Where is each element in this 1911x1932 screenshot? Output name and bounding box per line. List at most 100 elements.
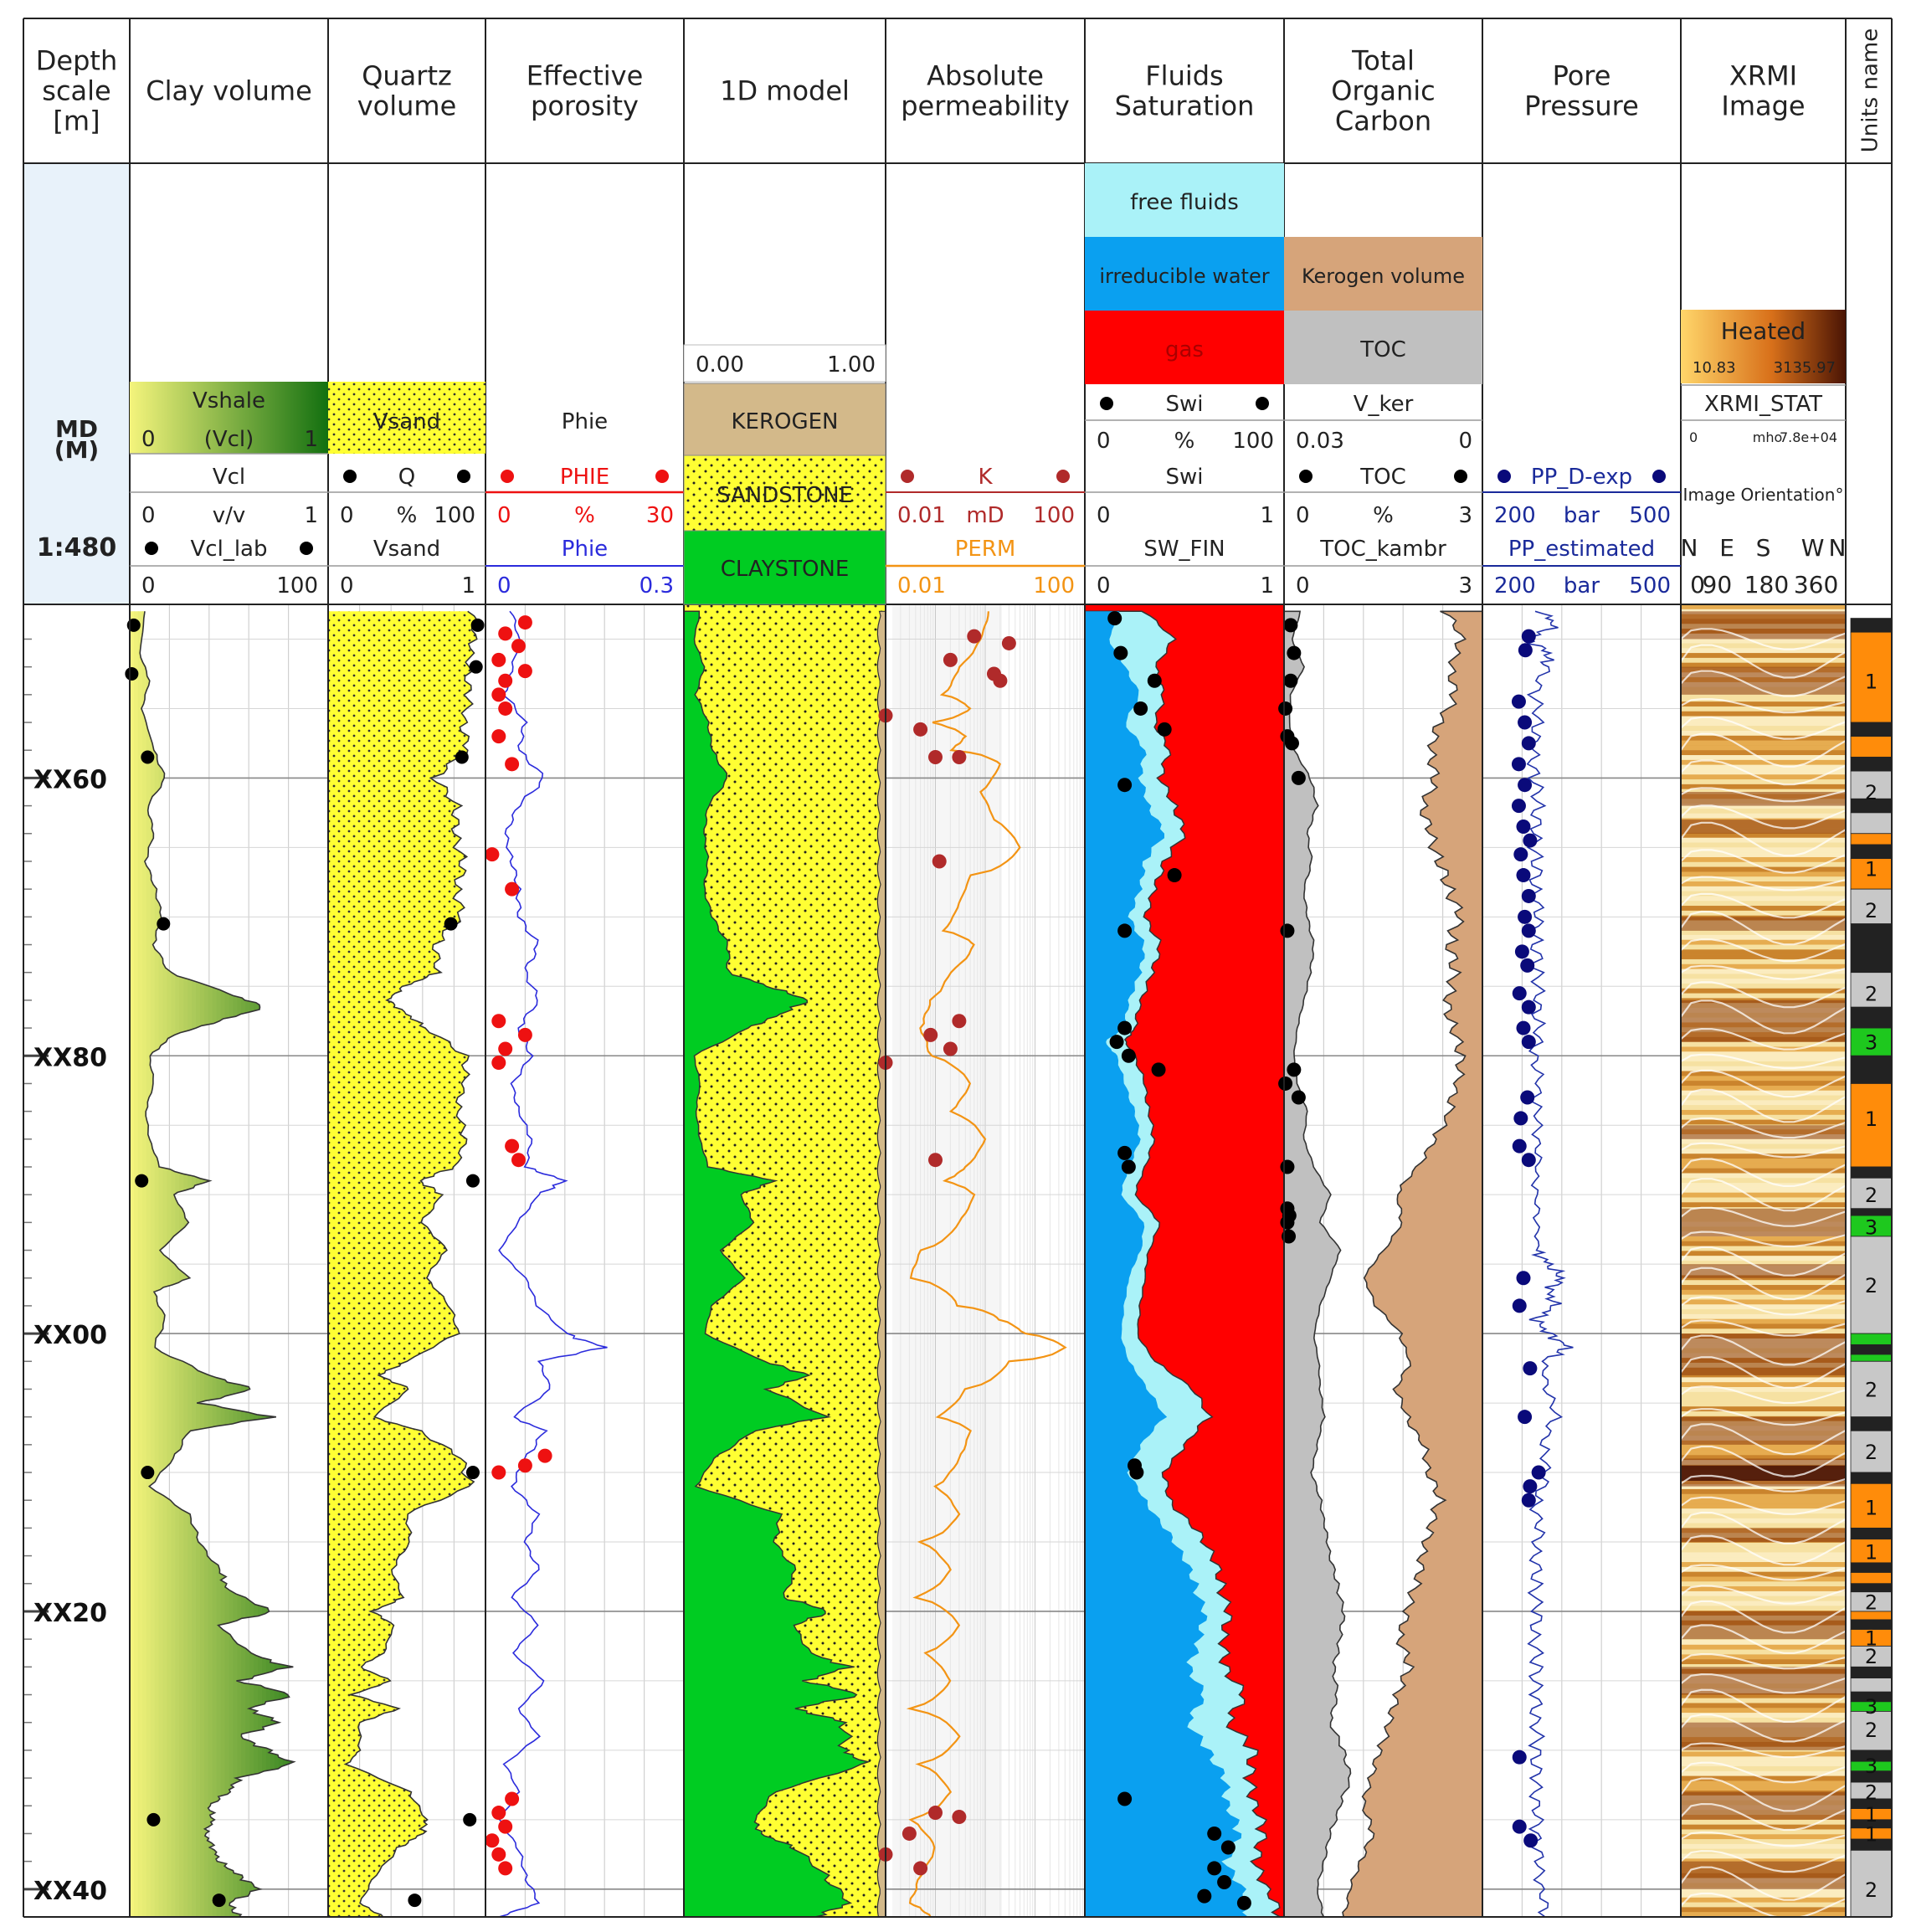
unit-interval xyxy=(1850,844,1893,860)
xrmi-band xyxy=(1681,856,1846,862)
phie-core-point xyxy=(517,615,532,630)
xrmi-band xyxy=(1681,958,1846,964)
legend-marker xyxy=(1299,470,1313,483)
toc-core-point xyxy=(1280,1215,1295,1230)
xrmi-band xyxy=(1681,1562,1846,1568)
perm-core-point xyxy=(928,750,943,765)
toc-core-point xyxy=(1287,645,1302,660)
compass-label: W xyxy=(1801,534,1825,562)
xrmi-sinusoid xyxy=(1681,1069,1846,1098)
header-label: Vshale xyxy=(193,388,265,414)
xrmi-sinusoid xyxy=(1681,644,1846,679)
unit-interval xyxy=(1850,1646,1893,1667)
xrmi-sinusoid xyxy=(1681,1178,1846,1212)
track-title: Depth xyxy=(36,45,117,77)
xrmi-band xyxy=(1681,1304,1846,1310)
xrmi-dark-band xyxy=(1681,1333,1846,1375)
header-label: 0.3 xyxy=(640,573,674,599)
pp-dexp-point xyxy=(1520,1090,1535,1105)
vsand-curve xyxy=(343,610,479,1918)
legend-marker xyxy=(343,470,357,483)
phie-core-point xyxy=(498,1041,513,1056)
unit-label: 1 xyxy=(1865,1626,1878,1650)
track-title: porosity xyxy=(531,90,639,122)
pp-dexp-point xyxy=(1521,923,1536,938)
xrmi-band xyxy=(1681,1601,1846,1606)
header-label: 30 xyxy=(646,503,674,528)
xrmi-dark-band xyxy=(1681,611,1846,640)
compass-label: N xyxy=(1681,534,1698,562)
unit-label: 1 xyxy=(1865,1107,1878,1131)
swi-point xyxy=(1197,1888,1212,1904)
pp-dexp-point xyxy=(1512,1750,1527,1765)
unit-interval xyxy=(1850,770,1893,799)
xrmi-dark-band xyxy=(1681,1465,1846,1481)
header-label: KEROGEN xyxy=(731,409,838,434)
depth-header-bg xyxy=(23,163,130,604)
unit-label: 3 xyxy=(1865,1031,1878,1055)
pp-dexp-point xyxy=(1521,999,1536,1015)
header-label: 0 xyxy=(141,427,156,452)
phie-core-point xyxy=(505,1791,520,1806)
track-bg-depth xyxy=(23,604,130,1917)
depth-tick-label: XX00 xyxy=(33,1321,107,1350)
pp-estimated-curve xyxy=(1525,610,1574,1918)
xrmi-band xyxy=(1681,1834,1846,1840)
xrmi-sinusoid xyxy=(1681,999,1846,1035)
heated-legend xyxy=(1681,310,1846,383)
header-label: 0 xyxy=(497,573,511,599)
compass-label: N xyxy=(1829,534,1847,562)
xrmi-sinusoid xyxy=(1681,1761,1846,1784)
xrmi-sinusoid xyxy=(1681,1158,1846,1188)
xrmi-band xyxy=(1681,1892,1846,1898)
phie-core-point xyxy=(511,1153,526,1168)
pp-dexp-point xyxy=(1512,1298,1527,1313)
xrmi-band xyxy=(1681,804,1846,809)
header-label: V_ker xyxy=(1354,392,1414,417)
phie-core-point xyxy=(498,1819,513,1834)
xrmi-band xyxy=(1681,1061,1846,1066)
xrmi-band xyxy=(1681,1503,1846,1509)
track-title: Fluids xyxy=(1145,60,1223,92)
xrmi-band xyxy=(1681,1081,1846,1087)
xrmi-band xyxy=(1681,1770,1846,1776)
xrmi-band xyxy=(1681,1717,1846,1723)
xrmi-band xyxy=(1681,1085,1846,1091)
xrmi-band xyxy=(1681,813,1846,819)
xrmi-band xyxy=(1681,1261,1846,1266)
header-label: 200 xyxy=(1494,503,1536,528)
header-label: 1.00 xyxy=(827,352,876,378)
unit-interval xyxy=(1850,618,1893,633)
legend-marker xyxy=(1652,470,1666,483)
phie-core-point xyxy=(491,1014,506,1029)
header-label: 100 xyxy=(1033,573,1075,599)
xrmi-band xyxy=(1681,1498,1846,1504)
header-label: 0 xyxy=(1296,503,1310,528)
unit-label: 2 xyxy=(1865,899,1878,922)
legend-marker xyxy=(1256,397,1269,410)
header-label: CLAYSTONE xyxy=(721,557,850,582)
xrmi-band xyxy=(1681,842,1846,848)
xrmi-sinusoid xyxy=(1681,1474,1846,1493)
xrmi-band xyxy=(1681,1328,1846,1334)
xrmi-sinusoid xyxy=(1681,1246,1846,1277)
xrmi-sinusoid xyxy=(1681,910,1846,946)
phie-core-point xyxy=(491,1806,506,1821)
model-clay-fill xyxy=(683,610,871,1918)
compass-label: S xyxy=(1756,534,1771,562)
header-label: Heated xyxy=(1721,317,1806,345)
unit-interval xyxy=(1850,1472,1893,1484)
header-label: TOC_kambr xyxy=(1319,537,1446,562)
header-label: 0.01 xyxy=(897,573,946,599)
unit-interval xyxy=(1850,722,1893,737)
xrmi-sinusoid xyxy=(1681,1423,1846,1456)
xrmi-band xyxy=(1681,662,1846,668)
phie-core-point xyxy=(498,1861,513,1876)
swi-point xyxy=(1133,701,1148,716)
toc-core-point xyxy=(1291,1090,1306,1105)
header-label: 0 xyxy=(141,503,156,528)
xrmi-band xyxy=(1681,1819,1846,1825)
track-title: Clay volume xyxy=(146,75,312,107)
xrmi-band xyxy=(1681,930,1846,936)
xrmi-band xyxy=(1681,901,1846,907)
